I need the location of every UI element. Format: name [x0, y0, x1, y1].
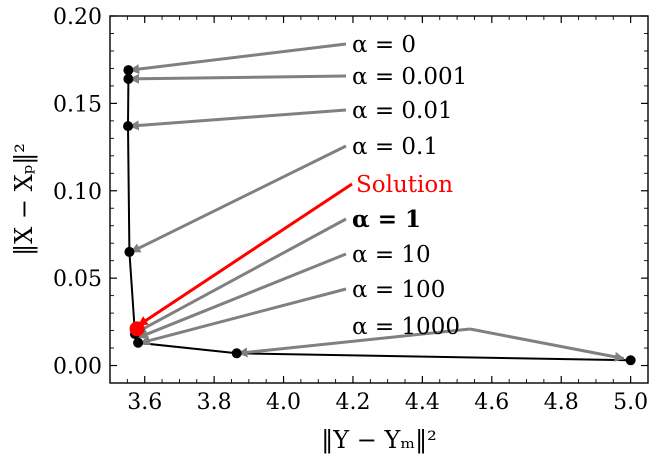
annotation-arrows [128, 42, 625, 362]
alpha-label: α = 0.001 [352, 64, 467, 90]
data-point [123, 121, 134, 132]
axes: 3.6 3.8 4.0 4.2 4.4 4.6 4.8 5.0 0.00 0.05 0.10 0.15… [10, 5, 649, 455]
y-tick-label: 0.20 [53, 5, 102, 30]
data-point [123, 73, 134, 84]
alpha-label: α = 1 [352, 206, 421, 233]
alpha-label: α = 100 [352, 277, 445, 303]
x-tick-label: 4.2 [335, 390, 370, 415]
y-axis-label: ‖X − Xₚ‖² [10, 143, 39, 256]
data-point [231, 348, 242, 359]
x-tick-label: 4.8 [544, 390, 579, 415]
annotation-arrow [469, 327, 625, 362]
annotation-arrow [237, 327, 471, 358]
annotation-arrow [128, 108, 347, 131]
data-point [625, 355, 636, 366]
data-point [123, 65, 134, 76]
x-tick-label: 3.8 [197, 390, 232, 415]
y-tick-label: 0.15 [53, 92, 102, 117]
data-point [124, 246, 135, 257]
annotation-arrow [135, 217, 347, 334]
alpha-label: α = 10 [352, 242, 431, 268]
plot-frame [109, 15, 649, 384]
series-line [126, 70, 631, 362]
y-tick-label: 0.05 [53, 267, 102, 292]
annotation-arrow [137, 252, 347, 339]
alpha-label: α = 1000 [352, 314, 460, 340]
solution-label: Solution [356, 172, 453, 198]
annotation-arrow [137, 182, 353, 327]
data-point [133, 337, 144, 348]
x-axis-label: ‖Y − Yₘ‖² [321, 426, 436, 455]
x-tick-label: 5.0 [613, 390, 648, 415]
series-line-group [126, 70, 631, 362]
x-tick-label: 4.6 [474, 390, 509, 415]
annotation-labels: α = 0 α = 0.001 α = 0.01 α = 0.1 Solution α =… [352, 32, 467, 340]
annotation-arrow [139, 287, 347, 346]
annotation-arrow [130, 144, 347, 254]
x-tick-label: 3.6 [127, 390, 162, 415]
annotation-arrow [129, 42, 347, 75]
y-tick-label: 0.00 [53, 355, 102, 380]
x-tick-label: 4.0 [266, 390, 301, 415]
x-tick-label: 4.4 [405, 390, 440, 415]
solution-point [129, 321, 145, 337]
y-tick-label: 0.10 [53, 180, 102, 205]
series-points-group [123, 65, 636, 366]
alpha-label: α = 0 [352, 32, 416, 58]
alpha-label: α = 0.1 [352, 134, 438, 160]
annotation-arrow [129, 73, 347, 84]
alpha-label: α = 0.01 [352, 98, 453, 124]
